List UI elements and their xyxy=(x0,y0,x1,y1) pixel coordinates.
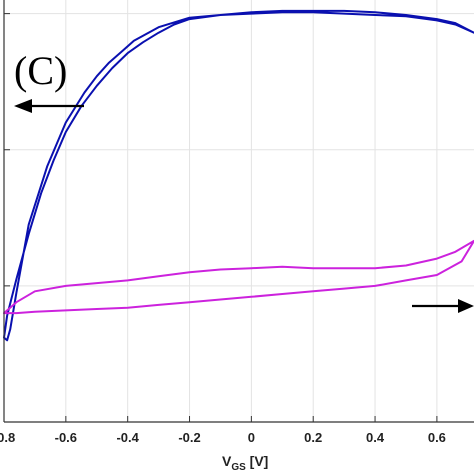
x-tick-label-5: 0.2 xyxy=(304,430,322,445)
series-line-0 xyxy=(3,9,474,342)
plot-background xyxy=(4,0,474,422)
grid xyxy=(3,0,474,422)
x-tick-label-7: 0.6 xyxy=(428,430,446,445)
left-arrow-head xyxy=(14,99,32,113)
right-arrow-head xyxy=(458,299,474,313)
x-tick-label-1: -0.6 xyxy=(55,430,77,445)
x-tick-label-3: -0.2 xyxy=(178,430,200,445)
x-tick-label-6: 0.4 xyxy=(366,430,385,445)
x-axis-label: VGS [V] xyxy=(222,453,268,473)
direction-arrows xyxy=(14,99,474,313)
right-pointing-arrow xyxy=(412,299,474,313)
left-pointing-arrow xyxy=(14,99,84,113)
x-tick-label-0: -0.8 xyxy=(0,430,15,445)
x-axis-ticks: -0.8 -0.6 -0.4 -0.2 0 0.2 0.4 0.6 xyxy=(0,416,446,445)
x-tick-label-4: 0 xyxy=(248,430,255,445)
panel-label: (C) xyxy=(14,48,67,93)
x-tick-label-2: -0.4 xyxy=(116,430,139,445)
axes-frame xyxy=(3,0,474,423)
data-series xyxy=(3,9,474,342)
series-line-1 xyxy=(3,239,474,315)
